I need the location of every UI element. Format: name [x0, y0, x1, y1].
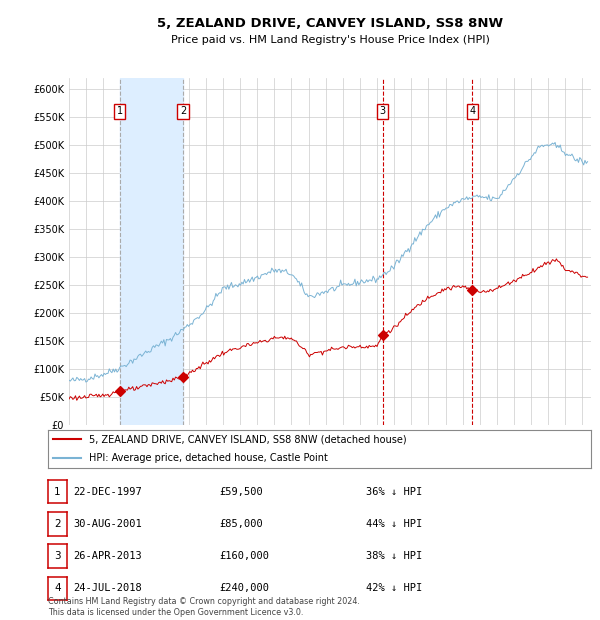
Point [467, 285, 477, 295]
Point [178, 372, 188, 382]
Text: Price paid vs. HM Land Registry's House Price Index (HPI): Price paid vs. HM Land Registry's House … [170, 35, 490, 45]
Text: Contains HM Land Registry data © Crown copyright and database right 2024.: Contains HM Land Registry data © Crown c… [48, 597, 360, 606]
Text: £160,000: £160,000 [219, 551, 269, 561]
Text: 42% ↓ HPI: 42% ↓ HPI [366, 583, 422, 593]
Text: 2: 2 [54, 519, 61, 529]
Text: This data is licensed under the Open Government Licence v3.0.: This data is licensed under the Open Gov… [48, 608, 304, 617]
Text: 30-AUG-2001: 30-AUG-2001 [73, 519, 142, 529]
Text: 3: 3 [54, 551, 61, 561]
Bar [120, 78, 183, 425]
Text: 4: 4 [54, 583, 61, 593]
Text: 5, ZEALAND DRIVE, CANVEY ISLAND, SS8 8NW (detached house): 5, ZEALAND DRIVE, CANVEY ISLAND, SS8 8NW… [89, 434, 406, 445]
Text: 38% ↓ HPI: 38% ↓ HPI [366, 551, 422, 561]
Text: HPI: Average price, detached house, Castle Point: HPI: Average price, detached house, Cast… [89, 453, 328, 464]
Text: £59,500: £59,500 [219, 487, 263, 497]
Text: 44% ↓ HPI: 44% ↓ HPI [366, 519, 422, 529]
Text: £240,000: £240,000 [219, 583, 269, 593]
Text: 1: 1 [54, 487, 61, 497]
Text: 2: 2 [180, 106, 186, 116]
Text: 4: 4 [469, 106, 475, 116]
Text: 5, ZEALAND DRIVE, CANVEY ISLAND, SS8 8NW: 5, ZEALAND DRIVE, CANVEY ISLAND, SS8 8NW [157, 17, 503, 30]
Text: 22-DEC-1997: 22-DEC-1997 [73, 487, 142, 497]
Text: 3: 3 [379, 106, 386, 116]
Text: 26-APR-2013: 26-APR-2013 [73, 551, 142, 561]
Text: 36% ↓ HPI: 36% ↓ HPI [366, 487, 422, 497]
Text: 1: 1 [117, 106, 123, 116]
Text: £85,000: £85,000 [219, 519, 263, 529]
Point [115, 386, 125, 396]
Point [378, 330, 388, 340]
Text: 24-JUL-2018: 24-JUL-2018 [73, 583, 142, 593]
